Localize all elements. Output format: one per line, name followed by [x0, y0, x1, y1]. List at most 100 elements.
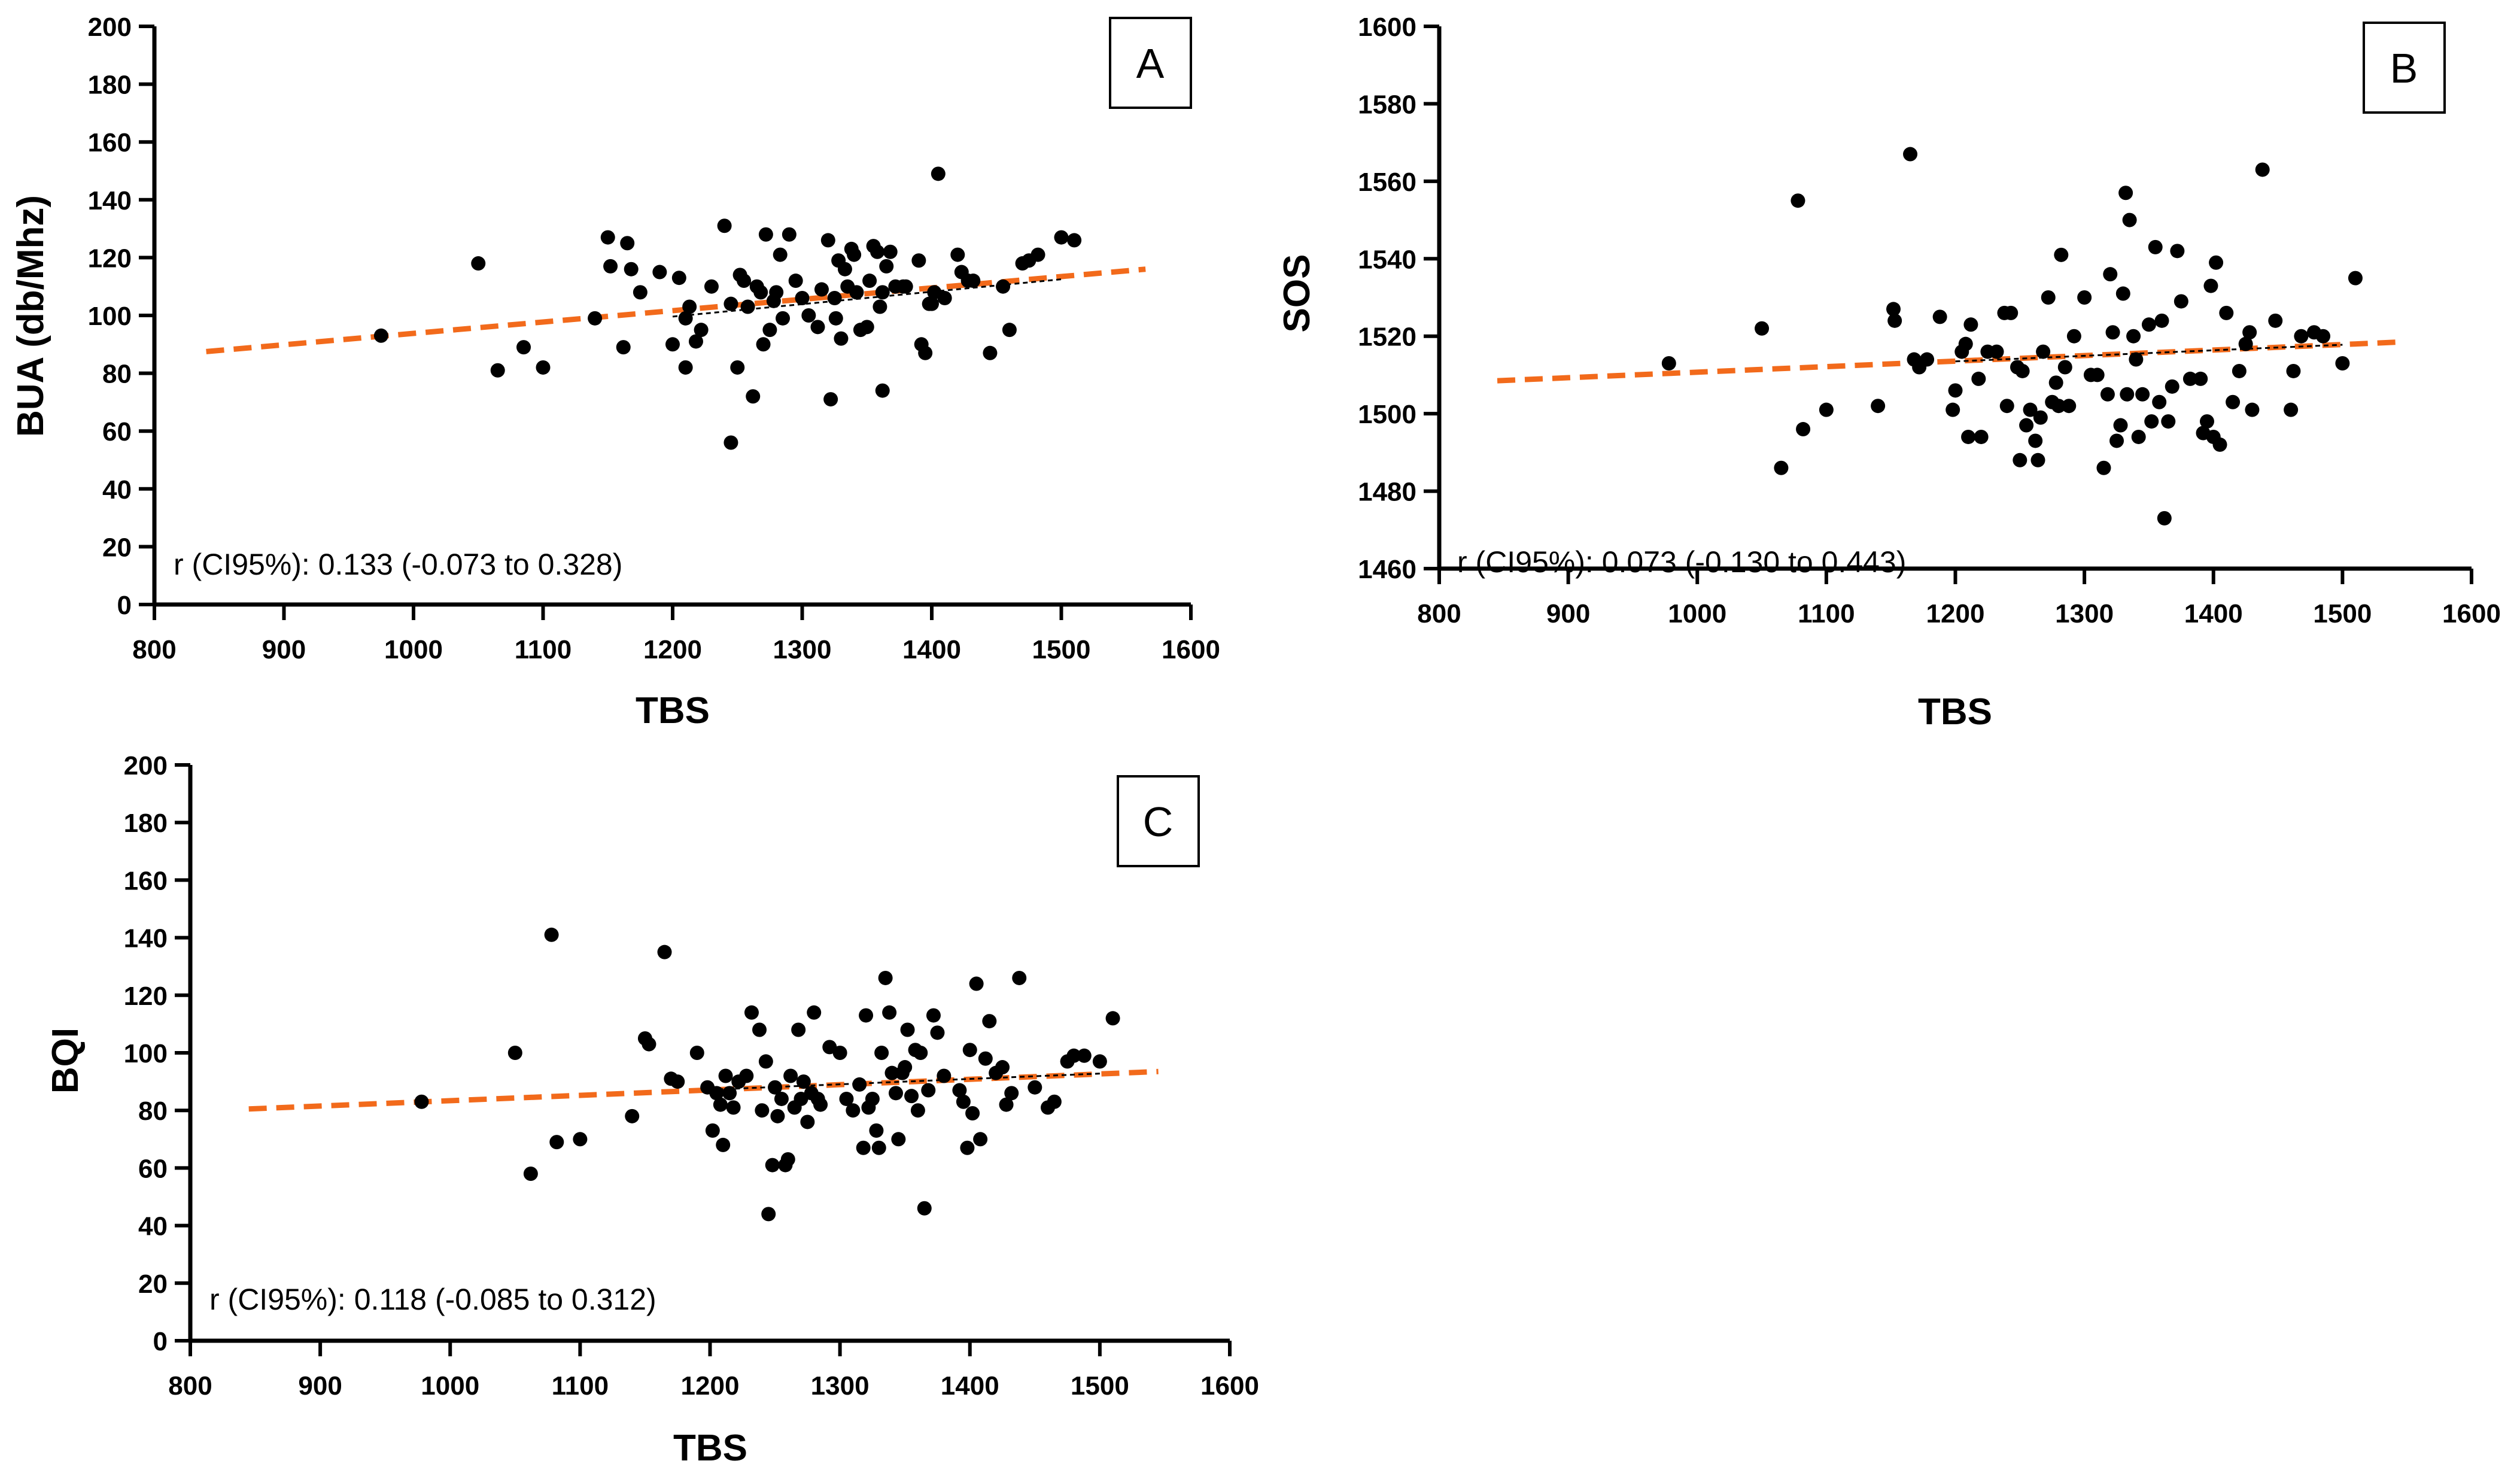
- panel-c-data-point: [705, 1123, 720, 1138]
- panel-c-y-tick-label: 0: [153, 1327, 168, 1356]
- panel-b-x-tick-label: 900: [1546, 599, 1590, 628]
- panel-a-ci-line: [672, 278, 1062, 318]
- panel-a-data-point: [688, 334, 703, 349]
- panel-a-correlation-annotation: r (CI95%): 0.133 (-0.073 to 0.328): [174, 548, 622, 581]
- panel-c-x-tick-label: 900: [298, 1371, 342, 1401]
- panel-c-data-point: [791, 1022, 806, 1037]
- panel-a-data-point: [937, 291, 952, 306]
- panel-c-data-point: [761, 1207, 776, 1222]
- panel-c-data-point: [768, 1080, 783, 1095]
- panel-b-x-tick-label: 1500: [2313, 599, 2372, 628]
- panel-c-data-point: [770, 1108, 785, 1123]
- panel-c-data-point: [898, 1060, 913, 1075]
- panel-a-data-point: [616, 340, 631, 355]
- panel-b-data-point: [2174, 294, 2188, 309]
- panel-c-data-point: [891, 1132, 906, 1147]
- panel-c-data-point: [871, 1140, 886, 1155]
- panel-a-data-point: [762, 323, 777, 338]
- panel-b-data-point: [2090, 368, 2105, 382]
- panel-c-data-point: [965, 1106, 980, 1121]
- panel-b-data-point: [2019, 418, 2034, 433]
- panel-c-data-point: [956, 1094, 971, 1109]
- panel-a-data-point: [758, 227, 773, 242]
- panel-c-data-point: [755, 1103, 770, 1118]
- panel-c-data-point: [813, 1097, 828, 1112]
- panel-a-data-point: [849, 285, 864, 300]
- panel-b-y-tick-label: 1480: [1358, 478, 1416, 507]
- panel-b-data-point: [2161, 414, 2176, 429]
- panel-c-data-point: [722, 1086, 737, 1101]
- panel-a-x-tick-label: 1400: [902, 635, 961, 664]
- panel-b-y-tick-label: 1580: [1358, 90, 1416, 119]
- panel-a-y-tick-label: 200: [88, 13, 132, 42]
- panel-a-data-point: [671, 271, 686, 286]
- panel-a-data-point: [827, 291, 842, 306]
- panel-a-x-tick-label: 1000: [384, 635, 443, 664]
- panel-b-data-point: [2122, 212, 2137, 227]
- panel-c-data-point: [718, 1068, 733, 1083]
- panel-c-data-point: [642, 1037, 656, 1052]
- panel-c-data-point: [910, 1103, 925, 1118]
- panel-c-y-axis-title: BQI: [45, 1028, 86, 1094]
- panel-a-data-point: [717, 218, 732, 233]
- panel-c-x-tick-label: 1500: [1071, 1371, 1129, 1401]
- panel-c-y-tick-label: 40: [138, 1212, 168, 1241]
- panel-c-data-point: [507, 1046, 522, 1060]
- panel-c-data-point: [973, 1132, 988, 1147]
- panel-c-data-point: [852, 1077, 867, 1092]
- panel-c-points: [414, 927, 1120, 1222]
- panel-a-data-point: [925, 296, 939, 311]
- panel-b-data-point: [1989, 344, 2004, 359]
- panel-c-data-point: [888, 1086, 903, 1101]
- panel-a-data-point: [516, 340, 531, 355]
- panel-a-data-point: [769, 285, 784, 300]
- panel-a-data-point: [859, 320, 874, 335]
- panel-b-data-point: [1886, 302, 1901, 317]
- panel-c-data-point: [874, 1046, 889, 1060]
- panel-b-data-point: [2118, 186, 2133, 201]
- panel-a-data-point: [773, 247, 788, 262]
- panel-a-points: [373, 166, 1082, 450]
- panel-b-data-point: [2041, 290, 2056, 305]
- panel-a-data-point: [814, 282, 829, 297]
- panel-a-data-point: [883, 244, 898, 259]
- panel-c-y-tick-label: 100: [124, 1039, 168, 1068]
- panel-c-data-point: [739, 1068, 754, 1083]
- panel-b-data-point: [2170, 244, 2185, 259]
- panel-b-data-point: [1971, 371, 1986, 386]
- panel-b-data-point: [2013, 452, 2027, 467]
- panel-b-ci-line: [1955, 344, 2343, 363]
- panel-a-y-axis-title: BUA (db/Mhz): [10, 195, 51, 437]
- panel-a-x-tick-label: 1600: [1162, 635, 1220, 664]
- panel-a-x-tick-label: 900: [262, 635, 306, 664]
- panel-b-data-point: [1755, 321, 1770, 336]
- panel-b-data-point: [2028, 433, 2043, 448]
- panel-a-data-point: [966, 274, 981, 288]
- panel-b-data-point: [2245, 402, 2260, 417]
- panel-b-data-point: [1946, 402, 1960, 417]
- panel-b-data-point: [2157, 511, 2172, 526]
- panel-a-data-point: [620, 236, 635, 251]
- panel-b-data-point: [2113, 418, 2128, 433]
- panel-b-data-point: [1999, 399, 2014, 414]
- panel-c-data-point: [709, 1086, 724, 1101]
- panel-c-y-tick-label: 140: [124, 924, 168, 953]
- panel-c-data-point: [839, 1091, 854, 1106]
- panel-a-data-point: [490, 363, 505, 378]
- panel-a-data-point: [665, 337, 680, 352]
- panel-a-y-tick-label: 60: [102, 417, 132, 447]
- panel-b-data-point: [2103, 267, 2118, 282]
- panel-b-data-point: [2033, 410, 2048, 425]
- panel-c-y-tick-label: 200: [124, 751, 168, 780]
- panel-c-data-point: [765, 1158, 780, 1173]
- panel-c-data-point: [884, 1065, 899, 1080]
- panel-b-data-point: [2152, 394, 2167, 409]
- panel-b-data-point: [2066, 329, 2081, 344]
- panel-b-data-point: [2255, 162, 2270, 177]
- panel-c-data-point: [414, 1094, 429, 1109]
- panel-a-data-point: [737, 274, 752, 288]
- panel-b-data-point: [2057, 360, 2072, 375]
- panel-b-data-point: [2036, 344, 2051, 359]
- panel-b-data-point: [2141, 317, 2156, 332]
- panel-a-data-point: [678, 311, 693, 326]
